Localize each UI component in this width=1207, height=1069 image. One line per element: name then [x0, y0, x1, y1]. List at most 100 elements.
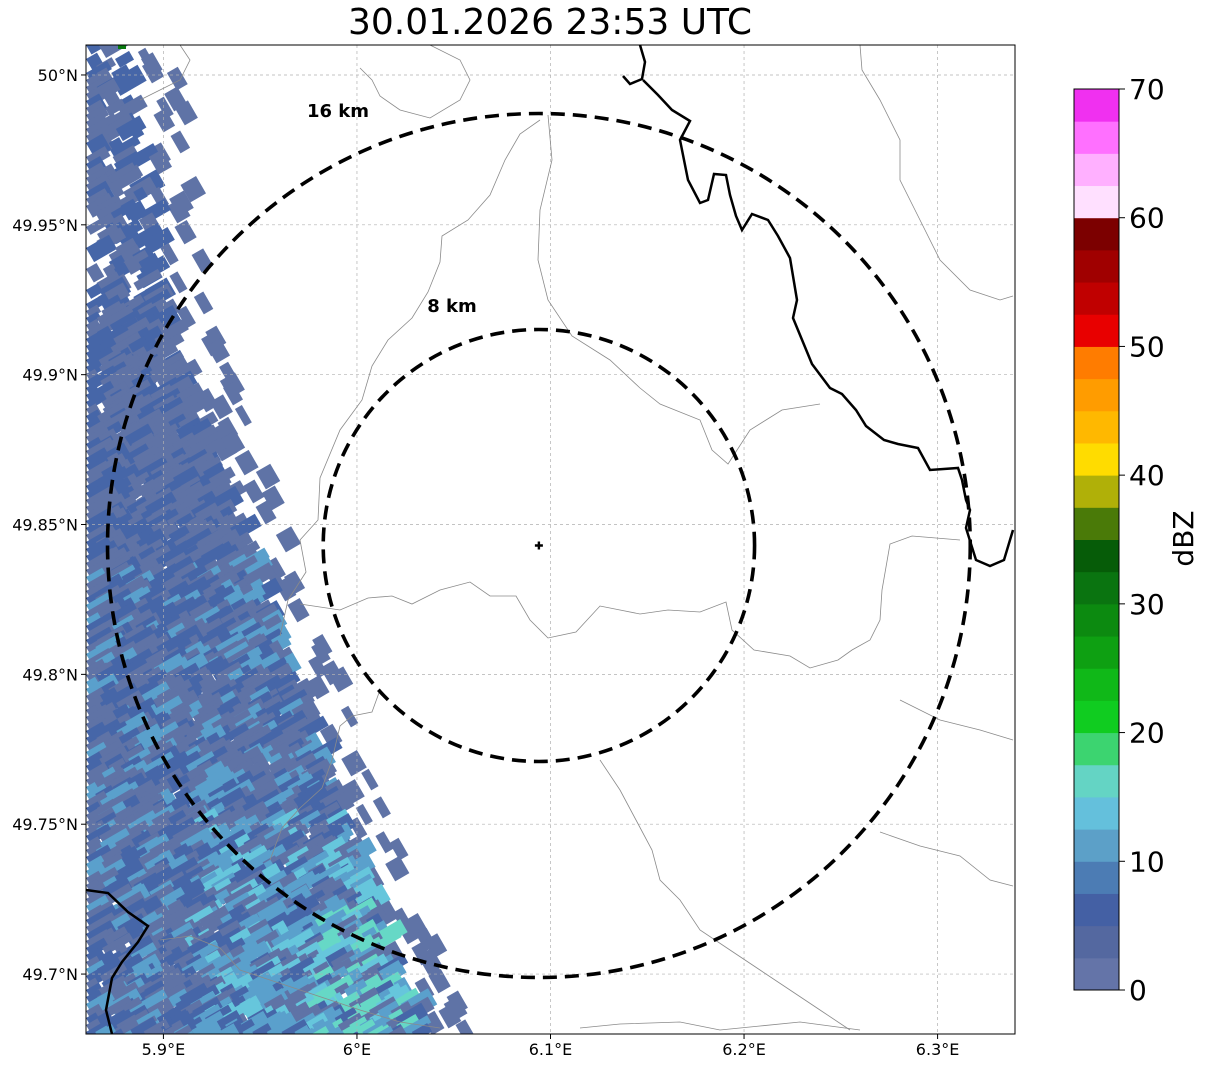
x-tick-label: 6.1°E: [529, 1040, 573, 1059]
echo-cell: [341, 750, 367, 777]
range-ring-16km: [105, 111, 973, 980]
colorbar-segment: [1074, 700, 1119, 734]
echo-cell: [282, 1033, 297, 1034]
echo-cell: [126, 1016, 160, 1034]
echo-cell: [97, 223, 120, 242]
echo-cell: [287, 597, 310, 623]
colorbar-segment: [1074, 217, 1119, 251]
echo-cell: [311, 641, 331, 665]
country-border-north: [622, 45, 1015, 568]
echo-cell: [86, 392, 107, 410]
colorbar-segment: [1074, 925, 1119, 959]
echo-cell: [110, 135, 141, 159]
echo-cell: [185, 751, 217, 775]
colorbar-segment: [1074, 282, 1119, 315]
echo-cell: [174, 219, 197, 245]
echo-cell: [86, 60, 112, 82]
echo-cell: [357, 1025, 387, 1034]
y-tick-label: 49.85°N: [12, 516, 78, 535]
colorbar-tick-label: 70: [1129, 73, 1165, 106]
echo-cell: [107, 179, 125, 199]
echo-cell: [183, 527, 214, 552]
colorbar-segment: [1074, 893, 1119, 927]
colorbar-segment: [1074, 571, 1119, 605]
x-tick-label: 6.3°E: [916, 1040, 960, 1059]
echo-cell: [86, 823, 113, 845]
echo-cell: [133, 186, 148, 202]
echo-cell: [86, 626, 114, 648]
echo-cell: [86, 501, 114, 523]
echo-cell: [86, 1024, 118, 1034]
y-tick-label: 49.95°N: [12, 216, 78, 235]
colorbar-segment: [1074, 861, 1119, 894]
colorbar-segment: [1074, 507, 1119, 540]
echo-cell: [361, 768, 379, 791]
echo-cell: [86, 578, 112, 599]
echo-cell: [107, 305, 136, 328]
colorbar-segment: [1074, 121, 1119, 154]
colorbar-segment: [1074, 346, 1119, 380]
echo-cell: [118, 45, 126, 49]
ring-label-8km: 8 km: [427, 296, 477, 317]
admin-boundary: [269, 689, 1014, 1031]
echo-cell: [284, 570, 306, 595]
echo-cell: [86, 425, 111, 446]
echo-cell: [143, 227, 175, 254]
admin-boundary: [139, 45, 1014, 741]
echo-cell: [397, 1019, 425, 1034]
echo-cell: [128, 123, 145, 140]
echo-cell: [355, 803, 373, 826]
colorbar-segment: [1074, 442, 1119, 476]
echo-cell: [118, 244, 142, 263]
echo-cell: [148, 149, 172, 175]
echo-cell: [86, 106, 106, 123]
echo-cell: [86, 112, 108, 131]
colorbar-segment: [1074, 378, 1119, 412]
echo-cell: [86, 320, 112, 341]
echo-cell: [108, 981, 140, 1006]
y-tick-label: 49.7°N: [22, 965, 78, 984]
colorbar-segment: [1074, 764, 1119, 798]
echo-cell: [114, 50, 135, 68]
echo-cell: [127, 205, 147, 224]
echo-cell: [86, 417, 101, 431]
colorbar-segment: [1074, 314, 1119, 347]
echo-cell: [109, 309, 141, 333]
echo-cell: [108, 137, 125, 152]
echo-cell: [433, 1033, 453, 1034]
colorbar-segment: [1074, 249, 1119, 283]
echo-cell: [438, 1003, 462, 1029]
colorbar-segment: [1074, 410, 1119, 444]
echo-cell: [198, 675, 214, 690]
echo-cell: [340, 705, 359, 728]
echo-cell: [223, 430, 246, 455]
echo-cell: [207, 831, 232, 852]
echo-cell: [243, 562, 277, 590]
echo-cell: [455, 1019, 476, 1034]
echo-cell: [145, 569, 177, 593]
echo-cell: [261, 485, 285, 511]
echo-cell: [98, 45, 132, 59]
x-tick-label: 6.2°E: [722, 1040, 766, 1059]
echo-cell: [123, 249, 153, 275]
colorbar-tick-label: 60: [1129, 202, 1165, 235]
ring-label-16km: 16 km: [307, 101, 369, 122]
echo-cell: [367, 1025, 398, 1034]
echo-cell: [118, 727, 142, 748]
echo-cell: [389, 1033, 405, 1034]
echo-cell: [223, 382, 243, 406]
echo-cell: [277, 775, 303, 796]
echo-cell: [98, 348, 124, 369]
echo-cell: [174, 100, 198, 126]
colorbar-tick-label: 50: [1129, 330, 1165, 363]
admin-boundary: [279, 119, 541, 637]
echo-cell: [166, 66, 188, 91]
echo-cell: [255, 500, 277, 525]
y-tick-label: 49.75°N: [12, 815, 78, 834]
echo-cell: [156, 96, 174, 119]
x-tick-label: 6°E: [343, 1040, 371, 1059]
colorbar-segment: [1074, 636, 1119, 669]
y-tick-label: 50°N: [38, 66, 78, 85]
echo-cell: [423, 933, 448, 959]
echo-cell: [377, 929, 402, 949]
